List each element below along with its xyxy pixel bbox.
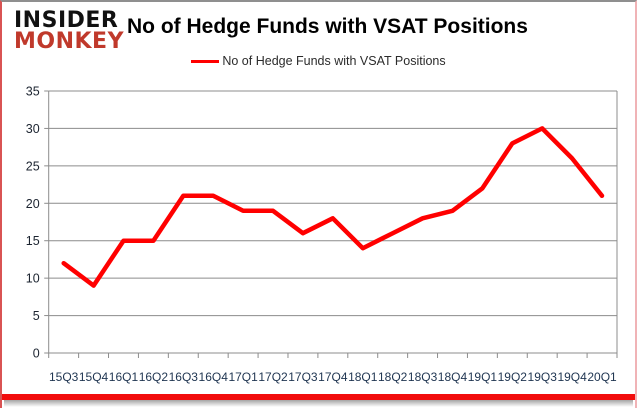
x-tick-label: 15Q3 xyxy=(49,370,79,384)
x-tick-label: 16Q3 xyxy=(169,370,199,384)
x-tick-label: 18Q4 xyxy=(438,370,468,384)
logo-monkey-text: MONKEY xyxy=(14,29,125,55)
x-tick-label: 17Q1 xyxy=(228,370,258,384)
legend-label: No of Hedge Funds with VSAT Positions xyxy=(222,54,446,68)
x-tick-label: 18Q2 xyxy=(378,370,408,384)
x-tick-label: 16Q1 xyxy=(109,370,139,384)
y-tick-label: 5 xyxy=(33,309,40,323)
x-tick-label: 20Q1 xyxy=(587,370,617,384)
x-tick-label: 17Q3 xyxy=(288,370,318,384)
y-tick-label: 35 xyxy=(26,85,40,99)
y-tick-label: 10 xyxy=(26,272,40,286)
series-line xyxy=(61,126,605,288)
x-tick-label: 19Q1 xyxy=(468,370,498,384)
y-tick-label: 30 xyxy=(26,122,40,136)
x-tick-label: 17Q4 xyxy=(318,370,348,384)
bottom-red-bar xyxy=(2,394,635,400)
x-tick-label: 19Q3 xyxy=(528,370,558,384)
x-tick-label: 19Q2 xyxy=(498,370,528,384)
logo-insider-text: INSIDER xyxy=(14,7,119,34)
insider-monkey-logo: INSIDER MONKEY xyxy=(14,7,125,55)
x-tick-label: 16Q2 xyxy=(139,370,169,384)
y-tick-label: 25 xyxy=(26,159,40,173)
y-tick-label: 15 xyxy=(26,234,40,248)
x-tick-label: 18Q3 xyxy=(408,370,438,384)
y-tick-label: 0 xyxy=(33,347,40,361)
x-tick-label: 17Q2 xyxy=(258,370,288,384)
bottom-bar-shadow xyxy=(4,400,633,407)
chart-title: No of Hedge Funds with VSAT Positions xyxy=(127,15,528,38)
x-tick-label: 19Q4 xyxy=(557,370,587,384)
legend: No of Hedge Funds with VSAT Positions xyxy=(2,54,635,68)
x-tick-label: 16Q4 xyxy=(199,370,229,384)
x-tick-label: 18Q1 xyxy=(348,370,378,384)
legend-line-swatch xyxy=(191,59,220,63)
y-tick-label: 20 xyxy=(26,197,40,211)
x-tick-label: 15Q4 xyxy=(79,370,109,384)
